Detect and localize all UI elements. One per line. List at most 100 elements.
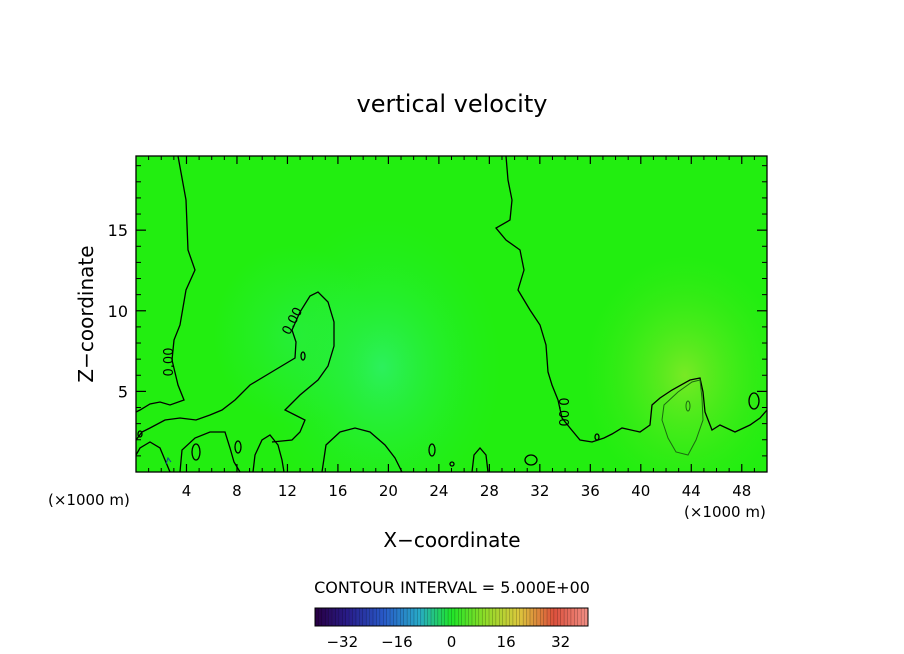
colorbar-cell <box>413 608 418 626</box>
colorbar-cell <box>352 608 357 626</box>
colorbar-cell <box>427 608 432 626</box>
contour-line <box>428 443 436 457</box>
x-tick-label: 32 <box>530 482 549 500</box>
colorbar-cell <box>338 608 343 626</box>
contour-label: 0.00 <box>555 398 570 427</box>
colorbar-cell <box>332 608 336 626</box>
colorbar-cell <box>540 608 544 626</box>
contour-line <box>191 443 201 461</box>
colorbar-cell <box>516 608 521 626</box>
colorbar-tick-labels: −32 −16 0 16 32 <box>326 633 570 651</box>
contour-line <box>234 440 242 454</box>
colorbar-cell <box>321 608 326 626</box>
contour-labels: 0.000.000.00 <box>162 305 570 426</box>
contour-line <box>252 434 285 472</box>
x-tick-label: 36 <box>581 482 600 500</box>
contour-line <box>136 441 171 472</box>
colorbar-cell <box>557 608 561 626</box>
colorbar-cell <box>506 608 510 626</box>
contour-line <box>449 461 455 467</box>
colorbar-cell <box>502 608 507 626</box>
x-tick-label: 28 <box>480 482 499 500</box>
colorbar-frame <box>314 607 589 627</box>
colorbar-cell <box>560 608 565 626</box>
colorbar-tick-label: 0 <box>447 633 457 651</box>
colorbar-cell <box>386 608 391 626</box>
contour-line <box>300 351 306 361</box>
colorbar-cell <box>512 608 517 626</box>
colorbar-cell <box>335 608 340 626</box>
colorbar-cell <box>362 608 367 626</box>
colorbar-cell <box>526 608 531 626</box>
x-tick-label: 8 <box>232 482 242 500</box>
colorbar-cell <box>478 608 483 626</box>
colorbar-cell <box>349 608 353 626</box>
colorbar-cell <box>574 608 579 626</box>
colorbar-cell <box>373 608 377 626</box>
colorbar-cell <box>564 608 568 626</box>
colorbar-cell <box>345 608 350 626</box>
x-axis-ticks: 4 8 12 16 20 24 28 32 36 40 44 48 <box>148 156 755 500</box>
colorbar-cell <box>492 608 497 626</box>
negative-contour <box>165 456 172 465</box>
contour-line <box>136 156 196 413</box>
colorbar-cell <box>396 608 401 626</box>
colorbar-cell <box>315 608 319 626</box>
x-tick-label: 16 <box>328 482 347 500</box>
colorbar-tick-label: 32 <box>551 633 570 651</box>
colorbar-cell <box>417 608 422 626</box>
colorbar-cell <box>519 608 524 626</box>
colorbar-cell <box>509 608 514 626</box>
colorbar-cell <box>448 608 452 626</box>
colorbar-cell <box>454 608 459 626</box>
colorbar-cell <box>495 608 500 626</box>
x-unit-left: (×1000 m) <box>48 491 130 509</box>
colorbar-cell <box>369 608 374 626</box>
plot-area <box>136 156 767 472</box>
colorbar-cell <box>359 608 364 626</box>
zero-contours <box>136 156 767 472</box>
colorbar-cell <box>390 608 394 626</box>
colorbar-cell <box>393 608 398 626</box>
colorbar-cell <box>342 608 347 626</box>
positive-contours <box>661 379 704 456</box>
contour-interval-text: CONTOUR INTERVAL = 5.000E+00 <box>314 578 590 597</box>
colorbar-cell <box>431 608 435 626</box>
contour-line <box>136 291 335 443</box>
colorbar-cell <box>400 608 405 626</box>
x-tick-label: 20 <box>379 482 398 500</box>
colorbar-tick-label: 16 <box>497 633 516 651</box>
contour-line <box>594 433 600 441</box>
colorbar-cell <box>383 608 387 626</box>
colorbar-cell <box>465 608 469 626</box>
colorbar-cell <box>499 608 503 626</box>
colorbar-cell <box>328 608 333 626</box>
colorbar-cell <box>451 608 456 626</box>
colorbar-cell <box>553 608 558 626</box>
contour-line <box>685 400 691 412</box>
contour-line <box>321 427 403 472</box>
colorbar-cell <box>523 608 527 626</box>
colorbar-cell <box>325 608 329 626</box>
colorbar-cell <box>475 608 480 626</box>
colorbar-cell <box>547 608 551 626</box>
x-tick-label: 4 <box>182 482 192 500</box>
colorbar-cell <box>437 608 442 626</box>
colorbar-cell <box>482 608 486 626</box>
colorbar-cell <box>366 608 370 626</box>
chart-title: vertical velocity <box>357 90 548 118</box>
colorbar-cell <box>489 608 493 626</box>
colorbar-cell <box>458 608 463 626</box>
colorbar-tick-label: −32 <box>326 633 358 651</box>
colorbar-cell <box>424 608 428 626</box>
colorbar-cell <box>570 608 575 626</box>
field-blob <box>585 255 767 472</box>
colorbar-cell <box>533 608 538 626</box>
x-tick-label: 12 <box>278 482 297 500</box>
colorbar-cell <box>471 608 476 626</box>
colorbar-cell <box>441 608 445 626</box>
colorbar-cell <box>434 608 439 626</box>
colorbar-cell <box>584 608 589 626</box>
contour-line <box>748 392 760 410</box>
x-tick-label: 48 <box>732 482 751 500</box>
